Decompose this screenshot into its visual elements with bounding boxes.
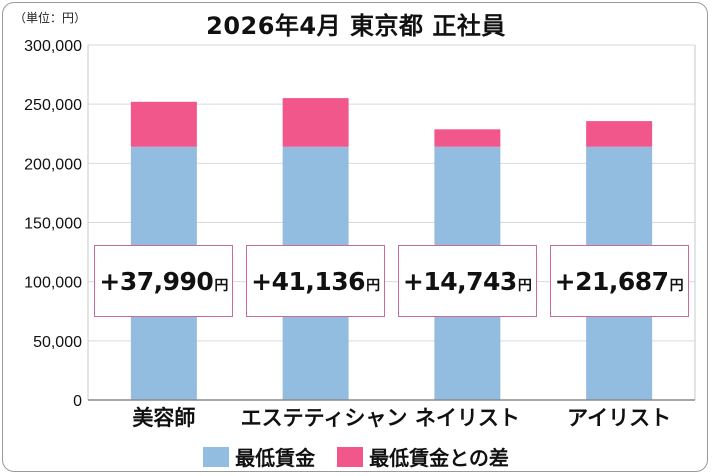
x-category-label: アイリスト [567, 406, 672, 430]
difference-value: +21,687 [554, 266, 669, 296]
chart-title: 2026年4月 東京都 正社員 [206, 12, 506, 40]
y-tick-label: 300,000 [24, 38, 82, 55]
y-tick-label: 200,000 [24, 156, 82, 173]
bar-diff-3 [434, 129, 501, 147]
difference-value: +41,136 [251, 266, 366, 296]
difference-label-box: +41,136 円 [246, 245, 386, 317]
difference-label-box: +37,990 円 [94, 245, 234, 317]
bar-diff-2 [282, 98, 349, 147]
legend-swatch-base [203, 446, 230, 467]
difference-unit: 円 [366, 278, 381, 294]
difference-value: +37,990 [99, 266, 214, 296]
x-category-label: エステティシャン [240, 406, 408, 430]
y-tick-label: 50,000 [33, 334, 82, 351]
bar-diff-4 [586, 121, 653, 147]
unit-label: （単位：円） [14, 11, 87, 25]
difference-label-box: +21,687 円 [549, 245, 689, 317]
x-category-label: 美容師 [132, 406, 196, 430]
y-tick-label: 100,000 [24, 275, 82, 292]
difference-label-box: +14,743 円 [397, 245, 537, 317]
y-tick-label: 150,000 [24, 216, 82, 233]
legend-item-base: 最低賃金 [203, 442, 315, 471]
difference-unit: 円 [517, 278, 532, 294]
difference-unit: 円 [669, 278, 684, 294]
y-tick-label: 0 [73, 393, 82, 410]
bar-diff-1 [130, 101, 197, 147]
legend: 最低賃金 最低賃金との差 [0, 442, 712, 471]
x-category-label: ネイリスト [414, 406, 520, 430]
legend-label-diff: 最低賃金との差 [369, 446, 509, 470]
difference-unit: 円 [214, 278, 229, 294]
legend-item-diff: 最低賃金との差 [337, 442, 509, 471]
legend-swatch-diff [337, 446, 364, 467]
difference-value: +14,743 [402, 266, 517, 296]
y-tick-label: 250,000 [24, 97, 82, 114]
legend-label-base: 最低賃金 [235, 446, 316, 470]
